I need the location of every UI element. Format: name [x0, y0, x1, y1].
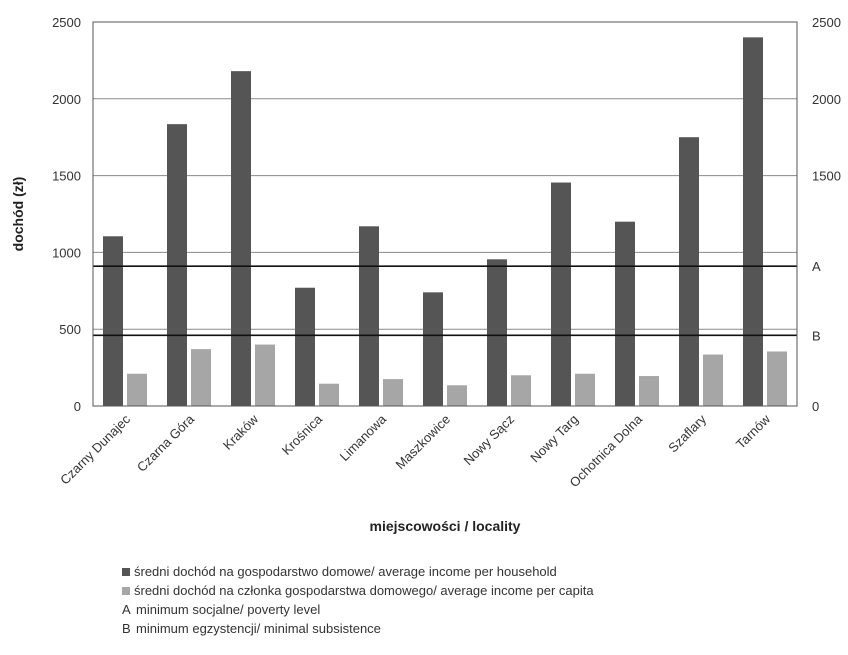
- x-tick-label: Kraków: [220, 411, 262, 453]
- right-axis-label: 2000: [812, 92, 841, 107]
- y-tick-label: 0: [74, 399, 81, 414]
- plot-area-frame: [92, 21, 798, 407]
- bar-per-capita: [767, 351, 787, 406]
- x-axis-title: miejscowości / locality: [370, 518, 521, 534]
- legend-item-poverty-level: A minimum socjalne/ poverty level: [122, 600, 594, 619]
- bar-household: [103, 236, 123, 406]
- y-tick-label: 500: [59, 322, 81, 337]
- x-tick-label: Nowy Sącz: [461, 412, 518, 469]
- x-tick-label: Czarny Dunajec: [57, 411, 133, 487]
- bar-per-capita: [191, 349, 211, 406]
- legend-item-per-capita: średni dochód na członka gospodarstwa do…: [122, 581, 594, 600]
- bar-household: [679, 137, 699, 406]
- bar-household: [743, 37, 763, 407]
- bar-household: [167, 124, 187, 407]
- bar-per-capita: [127, 373, 147, 406]
- right-axis-label: 1500: [812, 169, 841, 184]
- x-tick-label: Nowy Targ: [527, 412, 581, 466]
- x-tick-label: Maszkowice: [392, 412, 453, 473]
- legend-item-household: średni dochód na gospodarstwo domowe/ av…: [122, 562, 594, 581]
- y-tick-label: 1500: [52, 169, 81, 184]
- legend-key-b: B: [122, 621, 131, 636]
- legend-swatch-household: [122, 567, 130, 576]
- bar-per-capita: [703, 354, 723, 406]
- bar-household: [551, 182, 571, 406]
- legend-item-minimal-subsistence: B minimum egzystencji/ minimal subsisten…: [122, 619, 594, 638]
- legend-label-minimal-subsistence: minimum egzystencji/ minimal subsistence: [136, 621, 381, 636]
- legend-label-poverty-level: minimum socjalne/ poverty level: [136, 602, 321, 617]
- bar-household: [487, 259, 507, 406]
- bar-per-capita: [511, 375, 531, 406]
- bar-household: [231, 71, 251, 406]
- bar-per-capita: [575, 373, 595, 406]
- right-axis-label: 0: [812, 399, 819, 414]
- bar-household: [615, 221, 635, 406]
- legend-label-per-capita: średni dochód na członka gospodarstwa do…: [134, 583, 594, 598]
- bar-per-capita: [255, 344, 275, 406]
- x-tick-label: Szaflary: [665, 411, 709, 455]
- bar-household: [423, 292, 443, 406]
- x-tick-label: Krośnica: [279, 411, 326, 458]
- right-axis-label: 2500: [812, 15, 841, 30]
- bar-household: [295, 287, 315, 406]
- y-tick-label: 1000: [52, 245, 81, 260]
- legend-swatch-per-capita: [122, 586, 130, 595]
- y-tick-label: 2500: [52, 15, 81, 30]
- legend-label-household: średni dochód na gospodarstwo domowe/ av…: [134, 564, 557, 579]
- right-axis-label: A: [812, 259, 821, 274]
- y-tick-label: 2000: [52, 92, 81, 107]
- bar-per-capita: [639, 376, 659, 406]
- bar-household: [359, 226, 379, 406]
- right-axis-label: B: [812, 328, 821, 343]
- legend: średni dochód na gospodarstwo domowe/ av…: [122, 562, 594, 638]
- legend-key-a: A: [122, 602, 131, 617]
- x-tick-label: Tarnów: [733, 411, 774, 452]
- x-tick-label: Limanowa: [337, 411, 390, 464]
- bar-per-capita: [447, 385, 467, 406]
- y-axis-title: dochód (zł): [10, 177, 26, 252]
- bar-per-capita: [383, 379, 403, 406]
- x-tick-label: Czarna Góra: [134, 411, 198, 475]
- bar-per-capita: [319, 383, 339, 406]
